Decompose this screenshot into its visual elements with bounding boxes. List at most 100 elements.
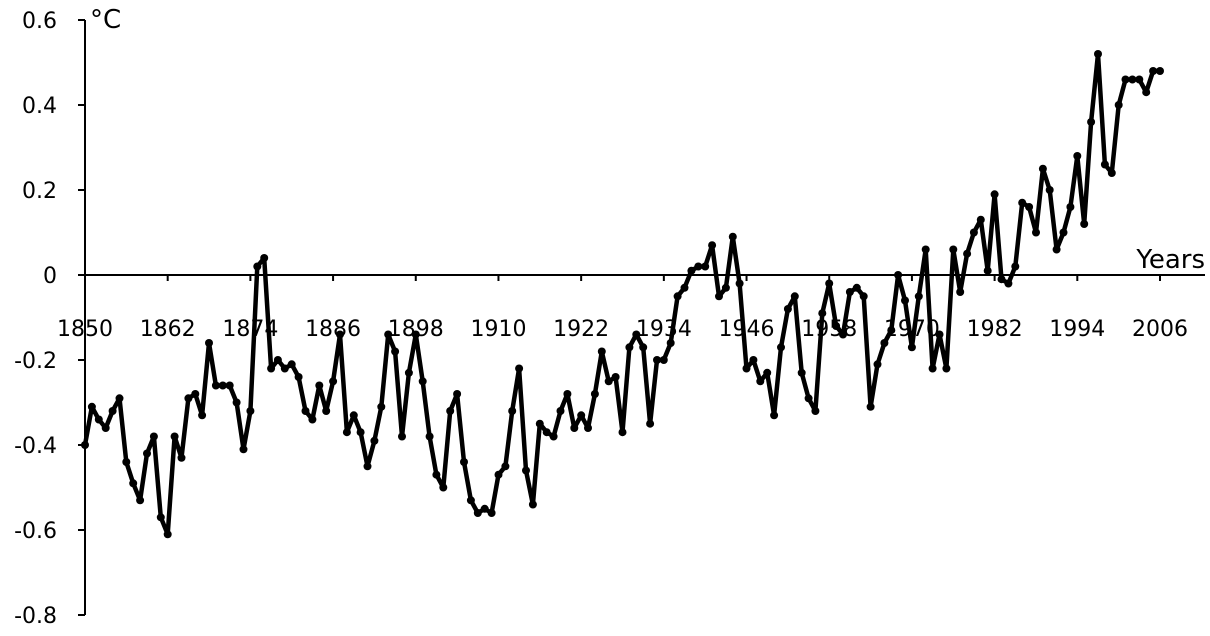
data-point [1052, 245, 1061, 254]
data-point [260, 254, 269, 262]
data-point [211, 381, 220, 390]
data-point [94, 415, 103, 424]
data-point [832, 322, 841, 330]
data-point [1059, 228, 1068, 237]
data-point [694, 262, 703, 271]
y-axis-unit-label: °C [90, 5, 121, 35]
data-point [763, 368, 772, 377]
x-tick-label: 2006 [1132, 317, 1188, 342]
data-point [839, 330, 847, 339]
data-point [391, 347, 400, 356]
data-point [666, 339, 675, 347]
data-point [673, 292, 682, 301]
data-point [646, 419, 655, 428]
temperature-series [81, 50, 1164, 539]
y-tick-label: 0 [43, 264, 57, 289]
data-point [487, 509, 496, 517]
data-point [976, 215, 985, 224]
data-point [749, 356, 758, 364]
data-point [783, 305, 792, 313]
data-point [901, 296, 909, 305]
data-point [232, 398, 241, 407]
data-point [535, 419, 544, 428]
data-point [928, 364, 937, 373]
data-point [418, 377, 427, 386]
data-point [508, 407, 517, 415]
data-point [143, 449, 151, 458]
x-tick-label: 1886 [305, 317, 361, 342]
x-tick-label: 1946 [719, 317, 775, 342]
data-point [797, 368, 806, 377]
data-point [942, 364, 951, 373]
data-point [1128, 75, 1137, 84]
data-point [949, 245, 958, 254]
data-point [384, 330, 393, 339]
data-point [735, 279, 744, 288]
data-point [1011, 262, 1020, 271]
data-point [1025, 203, 1034, 211]
data-point [425, 432, 434, 441]
data-point [432, 470, 441, 479]
data-point [570, 424, 579, 432]
data-point [1100, 160, 1109, 169]
data-point [218, 381, 227, 390]
data-point [404, 368, 413, 377]
data-point [246, 407, 255, 415]
data-point [921, 245, 930, 254]
data-point [1018, 198, 1027, 207]
data-point [460, 458, 468, 466]
data-point [969, 228, 978, 237]
y-tick-label: 0.6 [22, 9, 57, 34]
data-point [887, 326, 896, 335]
data-point [811, 407, 820, 415]
data-point [329, 377, 338, 386]
x-tick-label: 1910 [470, 317, 526, 342]
data-point [935, 330, 944, 339]
data-point [880, 339, 889, 347]
data-point [122, 458, 131, 466]
x-tick-label: 1922 [553, 317, 609, 342]
data-point [198, 411, 207, 420]
data-point [108, 407, 117, 415]
data-point [322, 407, 331, 415]
x-tick-label: 1958 [801, 317, 857, 342]
data-point [1004, 279, 1013, 288]
data-point [1142, 88, 1151, 97]
data-point [287, 360, 296, 369]
data-point [1073, 152, 1082, 160]
data-point [963, 249, 972, 258]
data-point [687, 266, 696, 275]
x-tick-label: 1934 [636, 317, 692, 342]
data-point [480, 504, 489, 513]
data-point [632, 330, 641, 339]
data-point [273, 356, 282, 364]
data-point [990, 190, 999, 199]
data-point [453, 390, 462, 398]
data-point [770, 411, 779, 420]
data-point [101, 424, 110, 432]
y-tick-label: -0.4 [14, 434, 57, 459]
data-point [549, 432, 558, 441]
data-point [398, 432, 406, 441]
data-point [363, 462, 372, 471]
x-tick-label: 1850 [57, 317, 113, 342]
data-point [356, 428, 365, 437]
series-line [82, 51, 1160, 537]
data-point [790, 292, 799, 301]
data-point [721, 283, 730, 292]
data-point [639, 343, 648, 352]
data-point [653, 356, 661, 364]
data-point [446, 407, 455, 415]
data-point [852, 283, 861, 292]
data-point [336, 330, 344, 339]
data-point [349, 411, 358, 420]
data-point [894, 271, 903, 279]
data-point [659, 356, 668, 364]
y-tick-label: 0.4 [22, 94, 57, 119]
data-point [115, 394, 124, 403]
data-point [1080, 220, 1089, 228]
data-point [522, 466, 530, 475]
x-tick-label: 1862 [140, 317, 196, 342]
data-point [1032, 228, 1040, 237]
data-point [584, 424, 592, 432]
